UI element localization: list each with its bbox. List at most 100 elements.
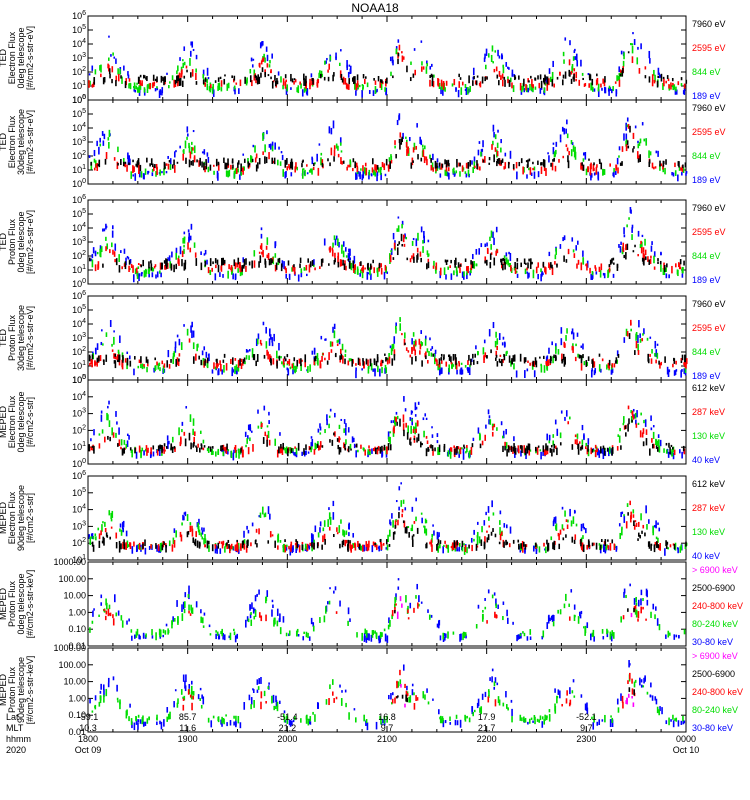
data-point	[334, 238, 337, 246]
data-point	[398, 241, 401, 245]
data-point	[375, 544, 378, 551]
data-point	[621, 528, 623, 536]
data-point	[562, 537, 565, 541]
data-point	[421, 360, 423, 367]
data-point	[285, 79, 287, 83]
data-point	[634, 244, 636, 248]
data-point	[341, 161, 343, 165]
data-point	[299, 257, 302, 263]
data-point	[422, 417, 425, 421]
data-point	[392, 531, 395, 540]
data-point	[427, 239, 430, 243]
data-point	[587, 444, 589, 452]
data-point	[306, 164, 308, 167]
data-point	[541, 635, 544, 640]
data-point	[397, 58, 399, 65]
data-point	[345, 82, 348, 89]
data-point	[193, 541, 196, 545]
data-point	[199, 157, 201, 166]
data-point	[393, 427, 395, 431]
data-point	[426, 63, 428, 67]
data-point	[519, 445, 522, 449]
data-point	[518, 543, 520, 550]
data-point	[632, 32, 634, 35]
data-point	[260, 72, 262, 78]
data-point	[454, 172, 456, 176]
data-point	[414, 426, 416, 435]
data-point	[270, 258, 272, 265]
data-point	[449, 265, 451, 269]
data-point	[620, 445, 622, 450]
data-point	[632, 415, 635, 420]
data-point	[191, 41, 194, 48]
data-point	[591, 274, 594, 280]
data-point	[116, 354, 119, 361]
y-tick-label: 100	[72, 458, 86, 469]
data-point	[328, 63, 331, 70]
data-point	[267, 540, 270, 544]
data-point	[589, 163, 592, 170]
data-point	[535, 266, 538, 274]
data-point	[160, 545, 162, 552]
data-point	[401, 136, 404, 143]
data-point	[355, 162, 358, 167]
data-point	[361, 90, 363, 98]
data-point	[205, 159, 207, 165]
data-point	[557, 689, 560, 695]
data-point	[209, 446, 212, 452]
data-point	[225, 162, 228, 170]
data-point	[126, 440, 129, 447]
data-point	[580, 523, 583, 532]
data-point	[296, 628, 299, 633]
data-point	[90, 533, 93, 538]
data-point	[606, 544, 608, 548]
data-point	[626, 331, 629, 337]
data-point	[110, 512, 112, 520]
data-point	[249, 427, 252, 432]
data-point	[307, 258, 310, 263]
data-point	[398, 506, 400, 511]
data-point	[368, 169, 371, 176]
data-point	[476, 531, 479, 538]
data-point	[564, 37, 567, 41]
data-point	[616, 263, 619, 268]
data-point	[667, 547, 669, 550]
data-point	[320, 157, 322, 166]
data-point	[582, 354, 584, 359]
data-point	[251, 80, 253, 87]
data-point	[561, 79, 564, 86]
data-point	[161, 360, 164, 365]
data-point	[172, 356, 175, 364]
data-point	[347, 427, 350, 433]
data-point	[172, 352, 175, 359]
data-point	[221, 720, 223, 727]
data-point	[316, 352, 319, 359]
data-point	[300, 83, 302, 89]
data-point	[370, 273, 372, 280]
data-point	[596, 449, 599, 456]
data-point	[198, 518, 200, 525]
data-point	[326, 601, 329, 605]
data-point	[549, 362, 552, 366]
data-point	[247, 161, 250, 168]
data-point	[222, 540, 225, 546]
data-point	[393, 531, 396, 535]
data-point	[565, 335, 567, 341]
data-point	[291, 363, 294, 369]
data-point	[136, 87, 139, 93]
data-point	[539, 356, 541, 359]
data-point	[260, 41, 263, 47]
data-point	[666, 448, 669, 454]
y-tick-label: 105	[72, 304, 86, 315]
data-point	[294, 452, 297, 457]
data-point	[159, 367, 161, 372]
y-tick-label: 105	[72, 24, 86, 35]
data-point	[222, 633, 224, 640]
legend-entry: 7960 eV	[692, 203, 726, 213]
data-point	[152, 268, 155, 272]
data-point	[347, 71, 350, 78]
data-point	[625, 252, 627, 260]
data-point	[114, 243, 117, 251]
data-point	[488, 419, 490, 425]
